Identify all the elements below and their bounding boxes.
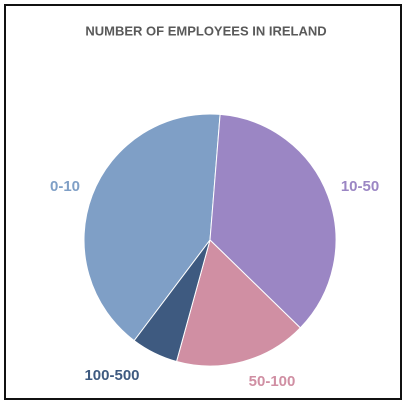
slice-label: 100-500	[84, 367, 139, 384]
slice-label: 50-100	[249, 373, 296, 390]
slice-label: 10-50	[341, 178, 379, 195]
pie-slice	[133, 239, 211, 363]
slice-label: 0-10	[50, 178, 80, 195]
pie-slice	[83, 113, 221, 342]
chart-title: NUMBER OF EMPLOYEES IN IRELAND	[85, 23, 326, 38]
pie-slice	[209, 113, 337, 329]
pie-slice	[175, 239, 302, 367]
